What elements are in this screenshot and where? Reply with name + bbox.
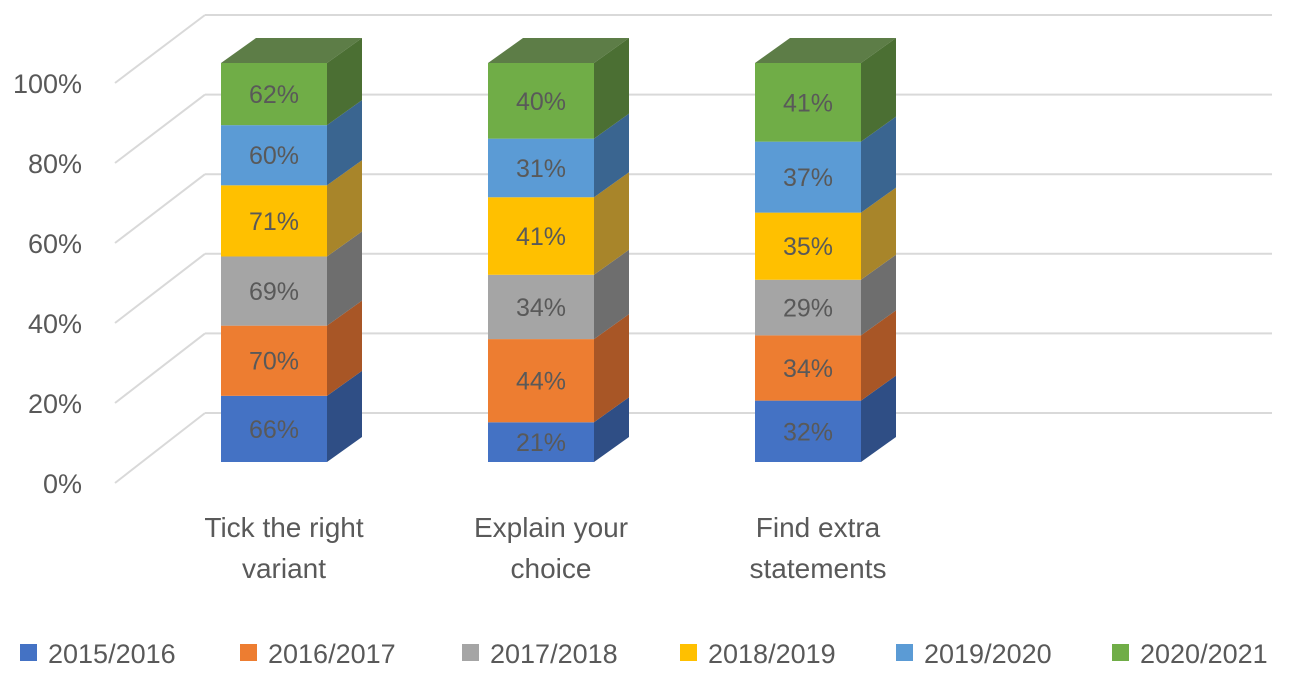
bar-segment-front — [755, 141, 861, 213]
gridline-side — [114, 14, 206, 84]
data-label: 41% — [783, 89, 833, 117]
y-tick-label: 40% — [28, 309, 82, 339]
legend-swatch — [20, 644, 37, 661]
bar-segment-front — [755, 63, 861, 142]
data-label: 29% — [783, 295, 833, 323]
data-label: 34% — [783, 355, 833, 383]
data-label: 32% — [783, 418, 833, 446]
bar-segment-top — [221, 38, 362, 63]
bar-segment-front — [755, 279, 861, 336]
bar-segment-side — [327, 160, 362, 257]
bar-segment-side — [861, 187, 896, 280]
bar-segment-front — [755, 335, 861, 401]
x-category-label: variant — [242, 553, 326, 584]
bar-segment-front — [755, 400, 861, 462]
x-category-label: Explain your — [474, 512, 628, 543]
gridline-side — [114, 332, 206, 404]
legend-label: 2015/2016 — [48, 639, 176, 669]
data-label: 37% — [783, 164, 833, 192]
data-label: 70% — [249, 348, 299, 376]
y-tick-label: 80% — [28, 149, 82, 179]
data-label: 71% — [249, 208, 299, 236]
bar-segment-front — [488, 422, 594, 462]
legend-swatch — [240, 644, 257, 661]
legend-swatch — [680, 644, 697, 661]
bar-segment-side — [327, 100, 362, 186]
bar-segment-side — [594, 172, 629, 275]
x-category-label: choice — [511, 553, 592, 584]
legend-label: 2018/2019 — [708, 639, 836, 669]
legend-swatch — [1112, 644, 1129, 661]
bar-segment-top — [755, 38, 896, 63]
bar-segment-front — [488, 63, 594, 139]
bar-segment-front — [221, 256, 327, 326]
gridline-side — [114, 173, 206, 244]
bar-segment-front — [221, 125, 327, 186]
data-label: 40% — [516, 88, 566, 116]
y-tick-label: 100% — [13, 69, 82, 99]
bar-segment-side — [861, 375, 896, 462]
legend-swatch — [896, 644, 913, 661]
y-tick-label: 60% — [28, 229, 82, 259]
x-category-label: Tick the right — [204, 512, 363, 543]
data-label: 62% — [249, 81, 299, 109]
gridline-side — [114, 93, 206, 164]
gridline-side — [114, 253, 206, 324]
bar-segment-front — [488, 339, 594, 423]
bar-segment-front — [221, 185, 327, 257]
data-label: 41% — [516, 223, 566, 251]
legend-label: 2017/2018 — [490, 639, 618, 669]
y-tick-label: 0% — [43, 469, 82, 499]
bar-segment-front — [221, 63, 327, 126]
y-tick-label: 20% — [28, 389, 82, 419]
bar-segment-side — [861, 38, 896, 142]
data-label: 44% — [516, 368, 566, 396]
bar-segment-side — [594, 249, 629, 340]
bar-segment-front — [488, 274, 594, 340]
bar-segment-top — [488, 38, 629, 63]
data-label: 21% — [516, 429, 566, 457]
legend-label: 2019/2020 — [924, 639, 1052, 669]
bar-segment-side — [327, 38, 362, 126]
data-label: 60% — [249, 142, 299, 170]
x-category-label: statements — [750, 553, 887, 584]
bar-segment-side — [594, 397, 629, 462]
bar-segment-side — [594, 38, 629, 139]
bar-segment-side — [594, 314, 629, 423]
bar-segment-side — [861, 310, 896, 401]
bar-segment-side — [594, 113, 629, 198]
bar-segment-front — [221, 395, 327, 462]
legend-swatch — [462, 644, 479, 661]
bar-segment-side — [861, 116, 896, 213]
data-label: 69% — [249, 278, 299, 306]
bar-segment-side — [861, 254, 896, 336]
legend-label: 2016/2017 — [268, 639, 396, 669]
data-label: 34% — [516, 294, 566, 322]
bar-segment-side — [327, 370, 362, 462]
bar-segment-front — [221, 325, 327, 396]
bar-segment-side — [327, 300, 362, 396]
legend-label: 2020/2021 — [1140, 639, 1268, 669]
data-label: 35% — [783, 233, 833, 261]
gridline-side — [114, 412, 206, 484]
data-label: 31% — [516, 155, 566, 183]
data-label: 66% — [249, 416, 299, 444]
bar-segment-front — [488, 138, 594, 198]
bar-segment-front — [488, 197, 594, 275]
bar-segment-side — [327, 231, 362, 326]
x-category-label: Find extra — [756, 512, 881, 543]
bar-segment-front — [755, 212, 861, 280]
